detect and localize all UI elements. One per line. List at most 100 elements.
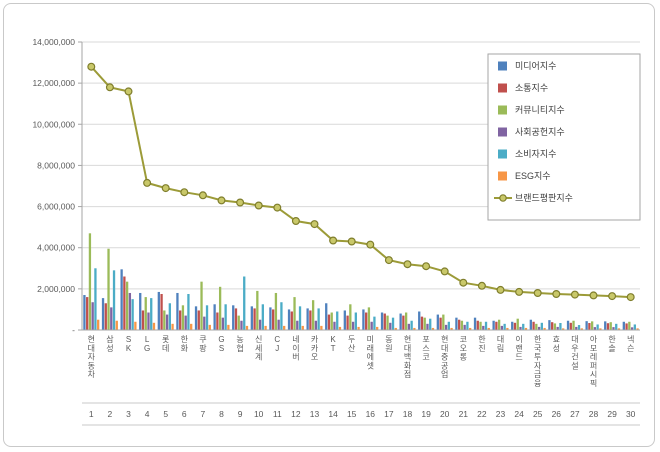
bar [479, 321, 482, 330]
bar [569, 322, 572, 330]
bar [402, 315, 405, 330]
bar [516, 318, 519, 330]
line-marker [570, 290, 579, 299]
bar [612, 327, 615, 330]
bar [458, 319, 461, 330]
bar [208, 324, 211, 330]
bar [625, 323, 628, 330]
y-tick-label: 2,000,000 [37, 284, 75, 294]
line-marker [180, 188, 189, 197]
bar [357, 326, 360, 330]
bar [152, 322, 156, 330]
bar [346, 315, 349, 330]
bar [548, 320, 551, 330]
line-marker [329, 236, 338, 245]
bar [429, 318, 432, 330]
bar [532, 321, 535, 330]
bar [240, 320, 243, 330]
line-marker [608, 292, 617, 301]
bar [519, 326, 522, 330]
rank-label: 20 [440, 409, 450, 419]
bar [290, 311, 293, 330]
bar [466, 321, 469, 330]
rank-label: 14 [328, 409, 338, 419]
bar [157, 291, 160, 330]
rank-label: 29 [607, 409, 617, 419]
bar [633, 324, 636, 330]
bar [386, 315, 389, 330]
bar [150, 298, 153, 330]
bar [556, 326, 559, 330]
bar [463, 324, 466, 330]
bar [436, 314, 439, 330]
bar [630, 327, 634, 330]
bar [128, 292, 132, 330]
bar [418, 311, 421, 330]
line-marker [347, 237, 356, 246]
line-marker [198, 191, 207, 200]
bar [604, 321, 607, 330]
bar [482, 325, 485, 330]
y-tick-label: 6,000,000 [37, 202, 75, 212]
rank-label: 3 [126, 409, 131, 419]
bar [179, 310, 182, 330]
bar [373, 316, 376, 330]
bar [606, 323, 610, 330]
bar [615, 323, 618, 330]
bar [442, 314, 445, 330]
rank-label: 25 [533, 409, 543, 419]
bar [336, 311, 339, 330]
bar [314, 320, 318, 330]
bar [283, 325, 286, 330]
legend-swatch [498, 61, 507, 71]
y-tick-label: - [72, 325, 75, 335]
bar [184, 315, 187, 330]
legend-line-marker [499, 194, 507, 202]
bar [269, 307, 272, 330]
bar [484, 321, 488, 330]
bar [426, 323, 429, 330]
bar [104, 303, 107, 330]
bar [338, 326, 342, 330]
line-marker [477, 281, 486, 290]
bar [293, 297, 296, 330]
rank-label: 12 [291, 409, 301, 419]
legend-label: 소통지수 [515, 83, 548, 93]
chart-window: - 2,000,000 4,000,000 6,000,000 8,000,000 10,… [3, 3, 655, 447]
bar [487, 327, 490, 330]
bar [513, 322, 517, 330]
bar [309, 310, 312, 330]
bar [394, 327, 397, 330]
bar [141, 310, 145, 330]
bar [585, 321, 588, 330]
bar [107, 248, 110, 330]
bar [243, 276, 246, 330]
bar [380, 312, 384, 330]
bar [194, 306, 198, 330]
bar [97, 319, 100, 330]
bar [413, 327, 416, 330]
bar [203, 316, 206, 330]
rank-label: 10 [254, 409, 264, 419]
line-marker [105, 83, 114, 92]
bar [596, 324, 599, 330]
bar [101, 298, 105, 330]
bar [444, 324, 448, 330]
bar [410, 320, 413, 330]
brand-reputation-chart: - 2,000,000 4,000,000 6,000,000 8,000,000 10,… [32, 37, 641, 426]
rank-label: 17 [384, 409, 394, 419]
bar [577, 325, 581, 330]
bar [590, 321, 594, 330]
bar [580, 328, 583, 330]
